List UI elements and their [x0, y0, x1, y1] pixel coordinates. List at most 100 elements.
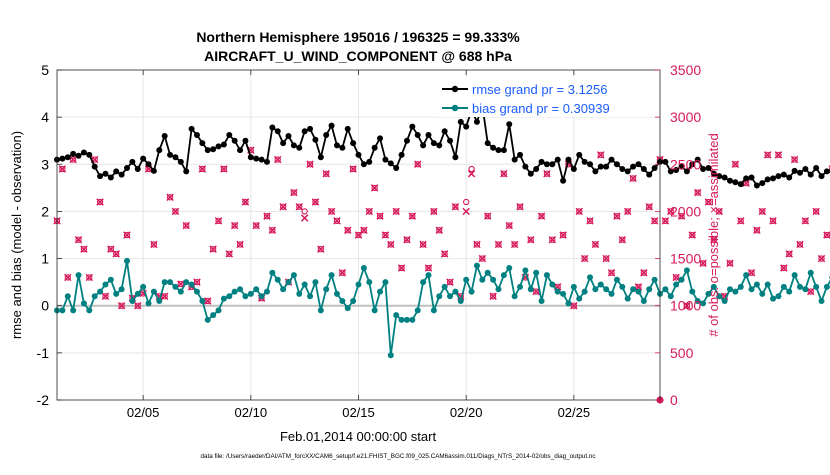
bias-point	[156, 298, 162, 304]
rmse-point	[749, 174, 755, 180]
y-tick-label-right: 500	[670, 345, 694, 361]
rmse-point	[70, 151, 76, 157]
rmse-point	[738, 181, 744, 187]
y-tick-label-left: 3	[41, 156, 49, 172]
y-tick-label-left: 2	[41, 203, 49, 219]
rmse-point	[199, 140, 205, 146]
rmse-point	[242, 138, 248, 144]
y-tick-label-right: 1500	[670, 251, 701, 267]
bias-point	[679, 277, 685, 283]
bias-point	[792, 272, 798, 278]
bias-point	[377, 289, 383, 295]
bias-point	[506, 265, 512, 271]
rmse-point	[743, 175, 749, 181]
rmse-point	[754, 183, 760, 189]
rmse-point	[296, 145, 302, 151]
rmse-point	[592, 168, 598, 174]
bias-point	[652, 277, 658, 283]
bias-point	[356, 282, 362, 288]
rmse-point	[280, 140, 286, 146]
rmse-point	[302, 128, 308, 134]
bias-point	[436, 293, 442, 299]
rmse-point	[76, 153, 82, 159]
rmse-point	[533, 166, 539, 172]
rmse-point	[495, 147, 501, 153]
bias-point	[124, 258, 130, 264]
rmse-point	[512, 157, 518, 163]
bias-point	[76, 272, 82, 278]
rmse-point	[404, 138, 410, 144]
bias-point	[167, 279, 173, 285]
rmse-point	[431, 140, 437, 146]
rmse-point	[722, 174, 728, 180]
rmse-point	[582, 159, 588, 165]
x-tick-label: 02/25	[558, 405, 591, 420]
bias-point	[673, 282, 679, 288]
y-tick-label-right: 2500	[670, 156, 701, 172]
bias-point	[140, 284, 146, 290]
rmse-point	[81, 150, 87, 156]
rmse-point	[205, 147, 211, 153]
rmse-point	[576, 152, 582, 158]
y-tick-label-left: 1	[41, 251, 49, 267]
bias-point	[86, 307, 92, 313]
y-axis-label-right: # of obs: o=possible; ×=assimilated	[706, 133, 721, 336]
bias-point	[765, 282, 771, 288]
rmse-point	[652, 165, 658, 171]
bias-point	[108, 277, 114, 283]
rmse-point	[770, 175, 776, 181]
legend-bias-label: bias grand pr = 0.30939	[472, 101, 610, 116]
rmse-point	[275, 128, 281, 134]
bias-point	[770, 296, 776, 302]
rmse-point	[329, 123, 335, 129]
rmse-point	[269, 125, 275, 131]
rmse-point	[194, 132, 200, 138]
bias-point	[382, 279, 388, 285]
rmse-point	[393, 165, 399, 171]
rmse-point	[189, 126, 195, 132]
rmse-point	[802, 166, 808, 172]
rmse-point	[156, 147, 162, 153]
bias-point	[420, 279, 426, 285]
bias-point	[178, 289, 184, 295]
rmse-point	[399, 152, 405, 158]
rmse-point	[216, 143, 222, 149]
legend-rmse-label: rmse grand pr = 3.1256	[472, 82, 608, 97]
bias-point	[286, 279, 292, 285]
rmse-point	[232, 138, 238, 144]
rmse-point	[129, 159, 135, 165]
y-tick-label-right: 0	[670, 392, 678, 408]
bias-point	[318, 307, 324, 313]
bias-point	[786, 289, 792, 295]
bias-point	[425, 272, 431, 278]
bias-point	[576, 296, 582, 302]
bias-point	[135, 291, 141, 297]
rmse-point	[549, 161, 555, 167]
bias-point	[603, 286, 609, 292]
bias-point	[339, 298, 345, 304]
rmse-point	[587, 161, 593, 167]
rmse-point	[382, 157, 388, 163]
rmse-point	[420, 142, 426, 148]
bias-point	[463, 277, 469, 283]
rmse-point	[221, 141, 227, 147]
x-tick-label: 02/05	[127, 405, 160, 420]
bias-point	[501, 272, 507, 278]
rmse-point	[609, 157, 615, 163]
bias-point	[366, 279, 372, 285]
bias-point	[296, 291, 302, 297]
rmse-point	[792, 168, 798, 174]
bias-point	[334, 291, 340, 297]
rmse-point	[759, 180, 765, 186]
bias-point	[598, 282, 604, 288]
rmse-point	[506, 121, 512, 127]
bias-point	[802, 286, 808, 292]
bias-point	[232, 289, 238, 295]
rmse-point	[350, 140, 356, 146]
bias-point	[522, 267, 528, 273]
rmse-point	[824, 168, 830, 174]
bias-point	[759, 291, 765, 297]
rmse-point	[172, 154, 178, 160]
bias-point	[485, 270, 491, 276]
